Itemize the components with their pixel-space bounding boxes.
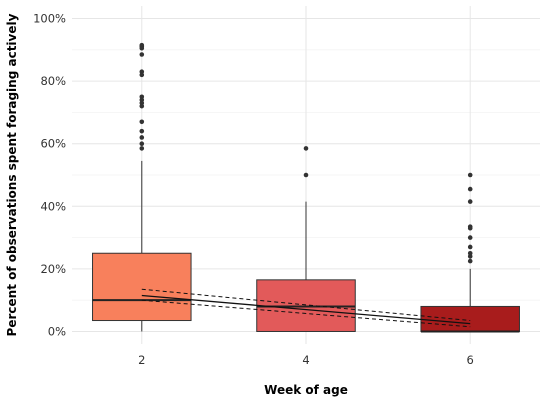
outlier-point (467, 244, 473, 250)
outlier-point (303, 146, 309, 151)
outlier-point (467, 254, 473, 259)
outlier-point (139, 103, 145, 109)
outlier-point (139, 146, 145, 151)
outlier-point (139, 52, 145, 57)
y-axis-title: Percent of observations spent foraging a… (5, 13, 19, 336)
trend-ci-upper (141, 288, 471, 322)
box-group (256, 146, 356, 332)
outlier-point (303, 172, 309, 178)
y-tick-labels: 0% 20% 40% 60% 80% 100% (33, 12, 66, 339)
trend-fit (141, 294, 471, 325)
x-tick-label: 4 (302, 353, 309, 367)
outlier-point (467, 199, 473, 204)
y-tick-label: 100% (33, 12, 66, 26)
trend-ci-lower (141, 299, 471, 328)
y-tick-label: 60% (40, 137, 66, 151)
box (92, 252, 192, 322)
y-tick-label: 80% (40, 74, 66, 88)
x-tick-labels: 2 4 6 (138, 353, 474, 367)
outlier-point (467, 235, 473, 240)
box-group (92, 42, 192, 332)
outlier-point (139, 45, 145, 51)
box (420, 305, 520, 332)
y-tick-label: 20% (40, 262, 66, 276)
y-tick-label: 40% (40, 199, 66, 213)
outlier-point (139, 141, 145, 147)
outlier-point (139, 72, 145, 78)
x-tick-label: 6 (467, 353, 474, 367)
y-tick-label: 0% (48, 324, 66, 338)
x-axis-title: Week of age (264, 383, 348, 397)
outlier-point (467, 172, 473, 178)
outlier-point (139, 119, 145, 125)
outlier-point (467, 258, 473, 264)
trend-lines (141, 288, 471, 328)
outlier-point (139, 135, 145, 140)
outlier-point (467, 225, 473, 231)
outlier-point (139, 128, 145, 134)
outlier-point (467, 186, 473, 192)
x-tick-label: 2 (138, 353, 145, 367)
